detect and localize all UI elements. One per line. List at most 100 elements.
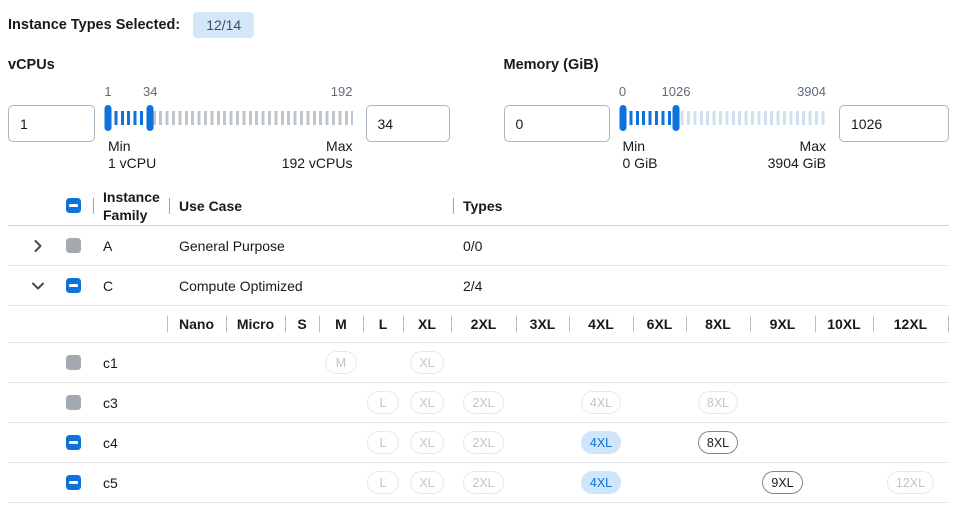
size-pill-c4-xl: XL (410, 431, 444, 454)
instance-checkbox (65, 355, 81, 370)
column-divider (93, 197, 94, 214)
table-body: A General Purpose 0/0 C Compute Optimize… (8, 226, 949, 503)
size-pill-c4-4xl[interactable]: 4XL (580, 431, 622, 454)
filters-section: vCPUs 1 34 192 (8, 57, 949, 172)
memory-label: Memory (GiB) (503, 57, 599, 73)
size-column-nano: Nano (167, 306, 226, 342)
family-name: C (103, 277, 114, 294)
instance-checkbox[interactable] (65, 435, 81, 450)
chevron-right-icon (34, 239, 42, 252)
size-pill-c3-2xl: 2XL (463, 391, 504, 414)
family-row: A General Purpose 0/0 (8, 226, 949, 266)
slider-ticks-active (622, 111, 676, 125)
family-row: C Compute Optimized 2/4 (8, 266, 949, 306)
size-column-9xl: 9XL (750, 306, 815, 342)
vcpus-scale-high: 34 (143, 84, 158, 99)
size-header-row: Nano Micro S M L XL 2XL 3XL 4XL 6XL 8XL 9XL 10XL 12XL (8, 306, 949, 343)
size-column-l: L (363, 306, 403, 342)
vcpus-label: vCPUs (8, 57, 55, 73)
family-name: A (103, 237, 113, 254)
size-column-2xl: 2XL (451, 306, 516, 342)
size-pill-c5-xl: XL (410, 471, 444, 494)
size-pill-c5-l: L (367, 471, 399, 494)
slider-ticks (108, 111, 353, 125)
vcpus-slider-track[interactable] (104, 104, 353, 132)
memory-max-value: 3904 GiB (767, 155, 826, 171)
size-pill-c4-2xl: 2XL (463, 431, 504, 454)
instance-name: c3 (103, 394, 118, 411)
memory-min-label: Min (622, 138, 646, 154)
vcpus-min-value: 1 vCPU (108, 155, 157, 171)
size-header-filler (948, 306, 949, 342)
size-column-3xl: 3XL (516, 306, 569, 342)
size-column-12xl: 12XL (873, 306, 948, 342)
instance-name: c1 (103, 354, 118, 371)
memory-slider-handle-min[interactable] (619, 105, 626, 131)
expand-toggle-button[interactable] (30, 238, 46, 254)
size-pill-c4-l: L (367, 431, 399, 454)
memory-min-value: 0 GiB (622, 155, 658, 171)
vcpus-slider-handle-min[interactable] (104, 105, 112, 131)
column-header-types: Types (463, 197, 503, 214)
selected-summary-label: Instance Types Selected: (8, 17, 181, 33)
vcpus-min-input[interactable] (8, 105, 95, 142)
memory-max-input[interactable] (839, 105, 949, 142)
instance-checkbox (65, 395, 81, 410)
size-pill-c1-xl: XL (410, 351, 444, 374)
size-pill-c5-9xl[interactable]: 9XL (762, 471, 803, 494)
size-column-8xl: 8XL (686, 306, 750, 342)
memory-slider-handle-max[interactable] (672, 105, 680, 131)
vcpus-max-label: Max (326, 138, 353, 154)
column-divider (453, 197, 454, 214)
memory-min-input[interactable] (503, 105, 610, 142)
table-header-row: Instance Family Use Case Types (8, 186, 949, 226)
chevron-down-icon (32, 282, 44, 289)
expand-toggle-button[interactable] (30, 278, 46, 294)
instance-row: c4 L XL 2XL 4XL 8XL (8, 423, 949, 463)
memory-slider[interactable]: 0 1026 3904 Min 0 GiB (619, 84, 826, 172)
instance-family-table: Instance Family Use Case Types A General… (8, 186, 949, 503)
instance-row: c3 L XL 2XL 4XL 8XL (8, 383, 949, 423)
memory-scale-max: 3904 (797, 84, 826, 99)
family-types-count: 2/4 (463, 277, 483, 294)
size-column-xl: XL (403, 306, 451, 342)
vcpus-max-input[interactable] (365, 105, 450, 142)
vcpus-filter: vCPUs 1 34 192 (8, 57, 450, 172)
vcpus-slider-handle-max[interactable] (146, 105, 154, 131)
vcpus-scale-max: 192 (330, 84, 353, 99)
memory-filter: Memory (GiB) 0 1026 3904 (503, 57, 949, 172)
vcpus-scale-low: 1 (104, 84, 112, 99)
column-header-family: Instance Family (103, 188, 160, 223)
memory-scale-high: 1026 (661, 84, 691, 99)
column-header-use-case: Use Case (179, 197, 243, 214)
selected-count-badge: 12/14 (193, 12, 255, 38)
instance-name: c4 (103, 434, 118, 451)
size-pill-c4-8xl[interactable]: 8XL (697, 431, 739, 454)
vcpus-max-value: 192 vCPUs (281, 155, 353, 171)
size-column-s: S (285, 306, 319, 342)
family-checkbox (65, 238, 81, 253)
size-column-6xl: 6XL (633, 306, 686, 342)
size-pill-c1-m: M (325, 351, 357, 374)
memory-slider-track[interactable] (619, 104, 826, 132)
selected-summary: Instance Types Selected: 12/14 (8, 10, 949, 40)
vcpus-min-label: Min (108, 138, 131, 154)
family-use-case: General Purpose (179, 237, 285, 254)
slider-ticks-active (108, 111, 151, 125)
instance-checkbox[interactable] (65, 475, 81, 490)
size-pill-c5-12xl: 12XL (886, 471, 935, 494)
size-pill-c5-4xl[interactable]: 4XL (580, 471, 622, 494)
family-checkbox[interactable] (65, 278, 81, 293)
instance-row: c5 L XL 2XL 4XL 9XL 12XL (8, 463, 949, 503)
size-column-m: M (319, 306, 363, 342)
size-column-10xl: 10XL (815, 306, 873, 342)
column-divider (169, 197, 170, 214)
vcpus-slider[interactable]: 1 34 192 Min 1 vCPU (104, 84, 353, 172)
size-pill-c5-2xl: 2XL (463, 471, 504, 494)
size-column-micro: Micro (226, 306, 285, 342)
select-all-checkbox[interactable] (65, 198, 81, 213)
size-pill-c3-8xl: 8XL (697, 391, 739, 414)
size-pill-c3-xl: XL (410, 391, 444, 414)
instance-row: c1 M XL (8, 343, 949, 383)
